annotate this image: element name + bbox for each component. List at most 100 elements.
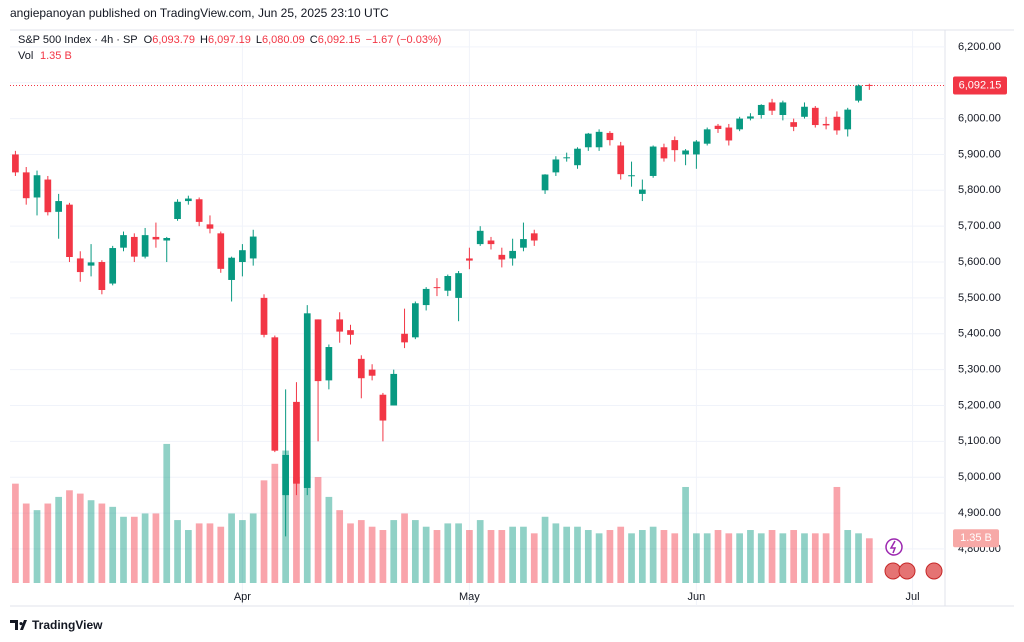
y-tick-label: 5,400.00 <box>958 328 1001 340</box>
candle-body <box>595 131 603 148</box>
volume-bar <box>271 463 279 583</box>
volume-key: Vol <box>18 50 33 62</box>
volume-bar <box>628 533 635 583</box>
volume-bar <box>595 533 603 583</box>
candle-body <box>671 140 679 151</box>
legend-value: 6,093.79 <box>152 34 195 46</box>
volume-bar <box>606 530 614 583</box>
volume-bar <box>476 520 484 583</box>
candle-body <box>174 201 181 219</box>
legend-value: 6,097.19 <box>208 34 251 46</box>
volume-bar <box>563 526 571 583</box>
candle-body <box>703 129 711 144</box>
candle-body <box>411 303 419 338</box>
volume-bar <box>411 520 419 583</box>
volume-bar <box>801 533 808 583</box>
volume-bar <box>433 530 441 583</box>
candle-body <box>638 189 646 194</box>
volume-bar <box>120 516 127 583</box>
axis-layer: 4,800.004,900.005,000.005,100.005,200.00… <box>234 41 1007 603</box>
volume-bar <box>368 526 376 583</box>
x-tick-label: Jul <box>906 591 920 603</box>
brand-name: TradingView <box>32 618 103 632</box>
y-tick-label: 4,900.00 <box>958 507 1001 519</box>
y-tick-label: 5,500.00 <box>958 292 1001 304</box>
volume-bar <box>584 530 592 583</box>
candle-body <box>725 127 733 141</box>
volume-tag <box>953 529 999 548</box>
volume-bar <box>163 443 171 583</box>
volume-bar <box>466 530 473 583</box>
candle-layer <box>12 83 873 537</box>
candle-body <box>801 106 808 117</box>
volume-bar <box>768 530 776 583</box>
volume-bar <box>779 533 787 583</box>
candle-body <box>12 154 19 173</box>
y-tick-label: 5,000.00 <box>958 471 1001 483</box>
price-tag-label: 6,092.15 <box>959 79 1002 91</box>
volume-bar <box>552 523 560 583</box>
candle-body <box>347 330 354 335</box>
candle-body <box>336 319 344 332</box>
volume-bar <box>530 533 538 583</box>
event-icons <box>884 538 943 580</box>
y-tick-label: 5,200.00 <box>958 399 1001 411</box>
volume-bar <box>444 523 452 583</box>
candle-body <box>66 204 73 258</box>
y-tick-label: 6,200.00 <box>958 41 1001 53</box>
volume-bar <box>833 486 841 583</box>
candle-body <box>195 199 203 222</box>
volume-bar <box>174 520 181 583</box>
volume-bar <box>66 490 73 583</box>
volume-bar <box>844 530 852 583</box>
icon <box>898 562 916 580</box>
legend: S&P 500 Index · 4h · SP Vol 1.35 B O 6,09… <box>18 34 441 62</box>
volume-bar <box>249 513 257 583</box>
legend-key: C <box>310 34 318 46</box>
volume-bar <box>109 506 117 583</box>
candle-body <box>141 235 149 257</box>
volume-bar <box>239 520 246 583</box>
candle-body <box>260 297 268 335</box>
volume-bar <box>22 503 30 583</box>
candle-body <box>293 401 300 484</box>
candle-body <box>768 102 776 111</box>
volume-bar <box>76 493 84 583</box>
volume-bar <box>390 520 398 583</box>
candle-body <box>865 84 873 86</box>
volume-bar <box>498 530 506 583</box>
candle-body <box>584 133 592 148</box>
volume-bar <box>790 530 798 583</box>
volume-bar <box>33 510 41 583</box>
candle-body <box>130 236 138 257</box>
volume-bar <box>682 486 689 583</box>
candle-body <box>736 118 743 130</box>
candle-body <box>76 258 84 273</box>
candle-body <box>855 85 862 101</box>
volume-bar <box>379 530 387 583</box>
volume-bar <box>865 538 873 583</box>
candle-body <box>185 198 192 202</box>
legend-key: O <box>144 34 153 46</box>
volume-bar <box>455 523 462 583</box>
candle-body <box>822 123 830 126</box>
candle-body <box>282 454 289 496</box>
candle-body <box>206 224 214 229</box>
symbol: S&P 500 Index · 4h · SP <box>18 34 138 46</box>
candle-body <box>368 369 376 376</box>
volume-bar <box>811 533 819 583</box>
candle-body <box>249 236 257 259</box>
candle-body <box>55 201 62 212</box>
volume-bar <box>649 526 657 583</box>
candle-body <box>552 159 560 173</box>
volume-bar <box>347 523 354 583</box>
candle-body <box>22 172 30 199</box>
candle-body <box>606 132 614 141</box>
y-tick-label: 5,700.00 <box>958 220 1001 232</box>
candle-body <box>833 116 841 131</box>
candle-body <box>811 107 819 126</box>
volume-bar <box>44 503 52 583</box>
candle-body <box>433 287 441 289</box>
volume-bar <box>541 516 549 583</box>
